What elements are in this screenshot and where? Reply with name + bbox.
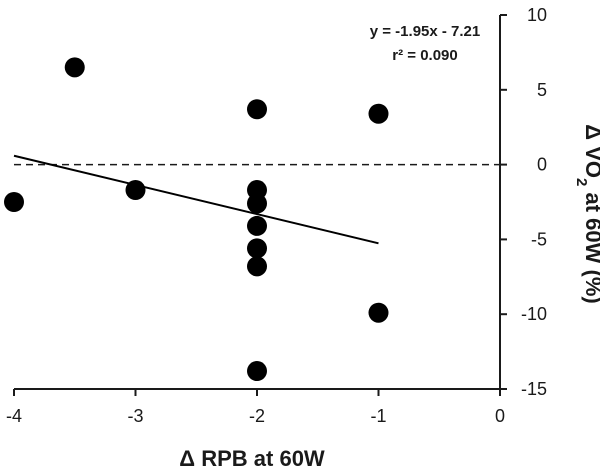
data-point (247, 238, 267, 259)
x-tick-label: -4 (6, 406, 22, 426)
y-tick-label: -15 (521, 379, 547, 399)
data-point (247, 361, 267, 382)
data-point (64, 57, 85, 78)
y-ticks: 10 5 0 -5 -10 -15 (500, 5, 547, 399)
data-point (4, 192, 24, 212)
data-point (368, 302, 389, 323)
x-tick-label: 0 (495, 406, 505, 426)
data-points (4, 57, 389, 382)
data-point (247, 256, 267, 277)
r-squared-label: r² = 0.090 (392, 47, 457, 64)
data-point (125, 180, 146, 201)
y-tick-label: -10 (521, 304, 547, 324)
y-tick-label: 5 (537, 80, 547, 100)
x-axis-title: Δ RPB at 60W (179, 446, 325, 471)
data-point (247, 193, 267, 214)
data-point (247, 99, 267, 120)
y-tick-label: 0 (537, 155, 547, 175)
x-tick-label: -2 (249, 406, 265, 426)
data-point (247, 215, 267, 236)
regression-line (13, 154, 379, 245)
regression-equation: y = -1.95x - 7.21 (370, 23, 481, 40)
y-tick-label: 10 (527, 5, 547, 25)
y-axis-title: Δ VO2 at 60W (%) (574, 124, 600, 303)
x-ticks: -4 -3 -2 -1 0 (6, 389, 505, 426)
x-tick-label: -1 (370, 406, 386, 426)
y-tick-label: -5 (531, 229, 547, 249)
x-tick-label: -3 (127, 406, 143, 426)
data-point (368, 103, 389, 124)
